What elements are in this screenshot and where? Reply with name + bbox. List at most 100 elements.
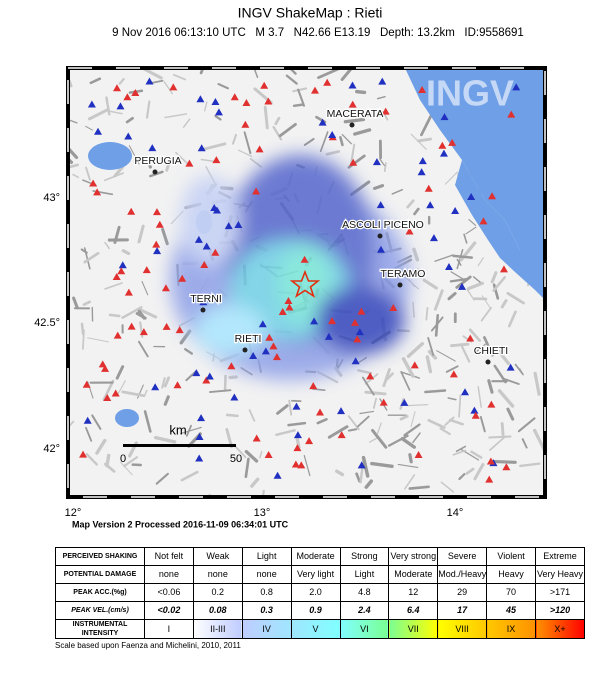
legend-cell: 17 [437, 601, 488, 620]
station [440, 113, 449, 121]
relief-stroke [113, 225, 121, 244]
relief-stroke [95, 438, 107, 455]
legend-cell: 29 [437, 583, 488, 602]
station [155, 220, 164, 228]
relief-stroke [406, 342, 424, 358]
station [449, 370, 458, 378]
station [264, 450, 273, 458]
relief-stroke [179, 426, 202, 435]
station [202, 376, 211, 384]
legend-cell: Heavy [486, 565, 536, 584]
scale-line [123, 444, 236, 447]
relief-stroke [115, 365, 125, 380]
lat-label: 43° [43, 192, 60, 204]
legend-cell: V [290, 619, 341, 639]
legend-cell: none [192, 565, 243, 584]
legend-cell: none [241, 565, 292, 584]
station [284, 296, 293, 304]
station [471, 411, 480, 419]
station [173, 381, 182, 389]
station [255, 145, 264, 153]
relief-stroke [244, 450, 259, 463]
station [123, 93, 132, 101]
station [145, 77, 154, 85]
legend-cell: Strong [339, 547, 390, 566]
relief-stroke [180, 470, 199, 482]
relief-stroke [350, 143, 356, 165]
station [249, 351, 258, 359]
station [273, 471, 282, 479]
relief-stroke [248, 409, 256, 422]
relief-stroke [475, 343, 486, 353]
relief-stroke [184, 348, 193, 355]
station [309, 382, 318, 390]
relief-stroke [319, 131, 329, 153]
station [502, 463, 511, 471]
station [457, 282, 466, 290]
relief-stroke [85, 426, 93, 442]
station [272, 353, 281, 361]
station [512, 83, 521, 91]
station [196, 95, 205, 103]
relief-stroke [297, 88, 306, 107]
lon-label: 12° [65, 507, 82, 519]
relief-stroke [408, 453, 413, 464]
relief-stroke [427, 337, 435, 356]
relief-stroke [362, 376, 375, 396]
relief-stroke [164, 113, 188, 119]
station [337, 431, 346, 439]
relief-stroke [425, 306, 429, 321]
station [439, 149, 448, 157]
relief-stroke [102, 379, 115, 401]
relief-stroke [217, 83, 229, 90]
relief-stroke [489, 435, 507, 451]
relief-stroke [89, 77, 102, 85]
station [265, 333, 274, 341]
station [337, 407, 346, 415]
legend-cell: 2.4 [339, 601, 390, 620]
legend-cell: >120 [535, 601, 585, 620]
station [467, 192, 476, 200]
station [117, 267, 126, 275]
relief-stroke [121, 390, 145, 397]
relief-stroke [80, 322, 85, 336]
city-dot [349, 122, 355, 128]
lon-label: 13° [254, 507, 271, 519]
legend-cell: Extreme [535, 547, 585, 566]
city-dot [397, 282, 403, 288]
station [89, 179, 98, 187]
station [195, 454, 204, 462]
station [328, 317, 337, 325]
station [212, 206, 221, 214]
relief-stroke [383, 162, 387, 173]
relief-stroke [433, 289, 444, 311]
station [82, 380, 91, 388]
relief-stroke [172, 73, 186, 81]
relief-stroke [72, 296, 79, 310]
relief-stroke [106, 110, 123, 115]
relief-stroke [364, 390, 387, 396]
relief-stroke [163, 395, 170, 406]
relief-stroke [295, 436, 301, 449]
legend-row: PEAK VEL.(cm/s) <0.02 0.08 0.3 0.9 2.4 6.4 17 45… [55, 601, 585, 620]
relief-stroke [465, 226, 477, 235]
relief-stroke [406, 199, 415, 209]
relief-stroke [203, 101, 208, 112]
station [357, 307, 366, 315]
legend-cell: IX [486, 619, 536, 639]
relief-stroke [244, 457, 250, 478]
relief-stroke [506, 407, 515, 421]
relief-stroke [372, 184, 385, 190]
relief-stroke [521, 438, 528, 449]
legend-cell: <0.02 [144, 601, 194, 620]
relief-stroke [104, 282, 123, 290]
relief-stroke [143, 410, 152, 433]
legend-cell: VI [339, 619, 390, 639]
station [479, 217, 488, 225]
map-area: INGV MACERATA PERUGIA ASCOLI PICENO TERAMO T… [68, 68, 545, 497]
relief-stroke [444, 416, 455, 426]
relief-stroke [416, 268, 423, 279]
station [175, 326, 184, 334]
relief-stroke [103, 462, 116, 473]
